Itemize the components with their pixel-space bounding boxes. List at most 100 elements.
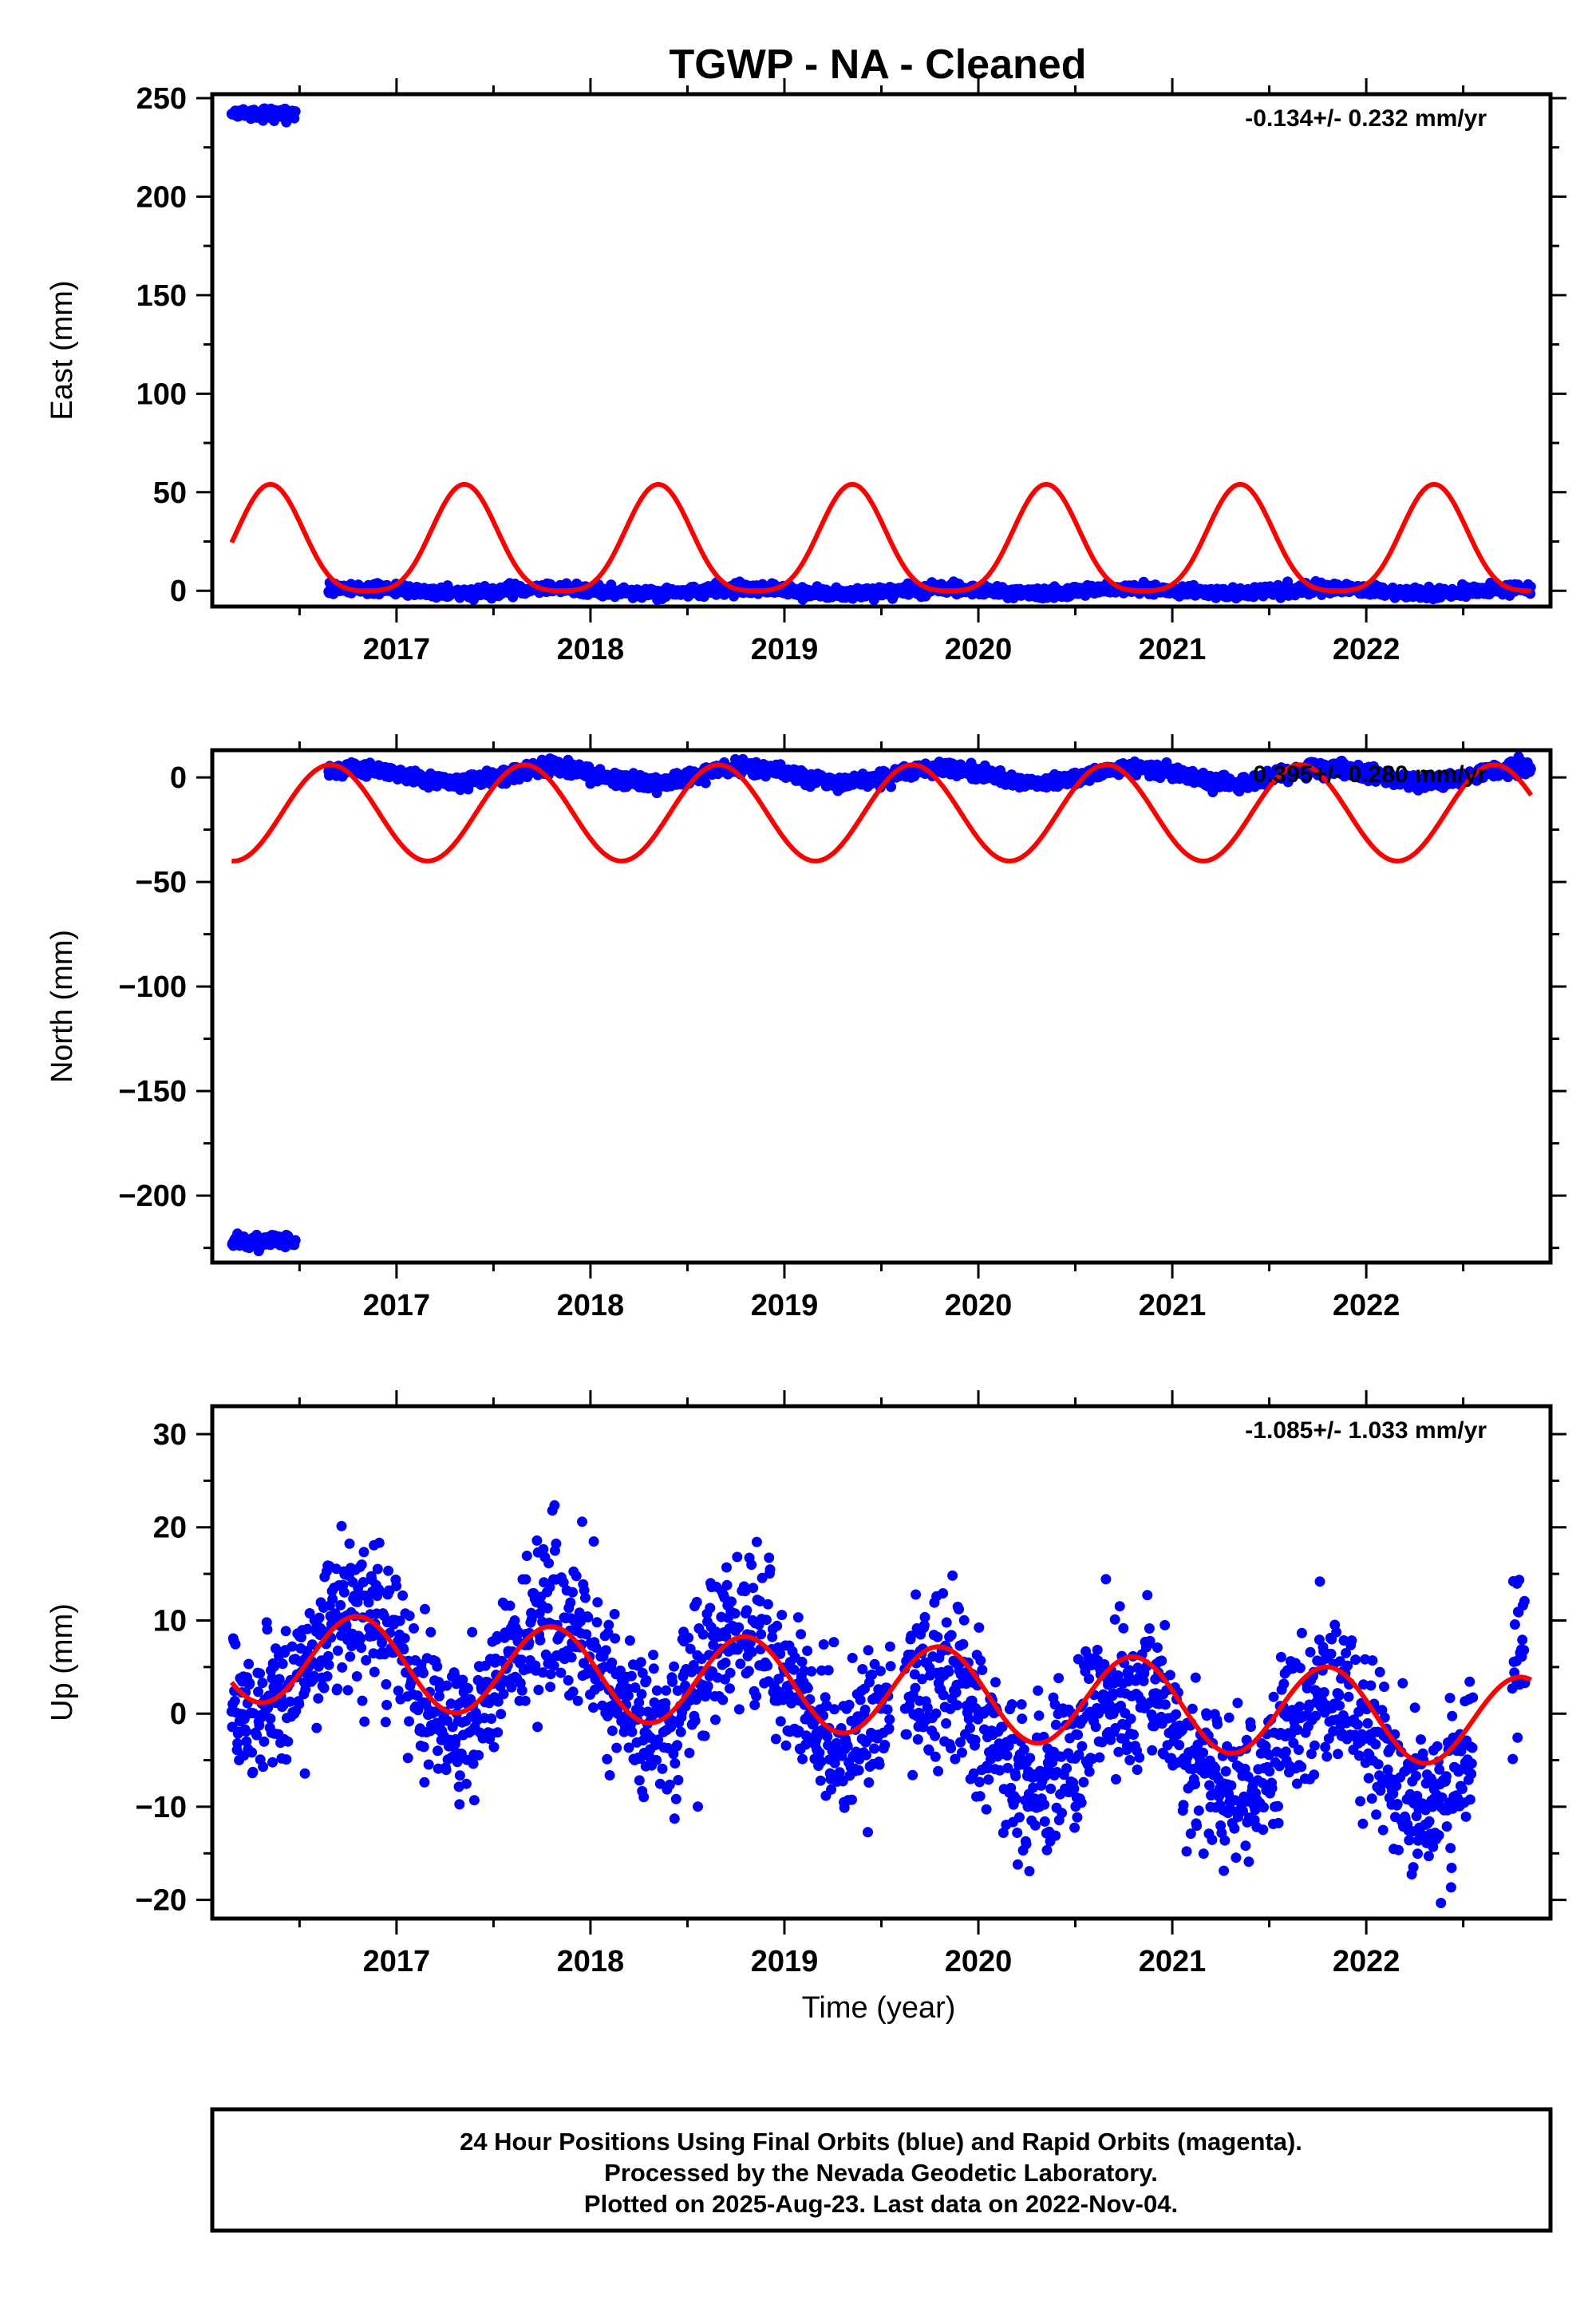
data-point	[567, 1587, 578, 1598]
plot-area	[226, 1500, 1533, 1919]
x-tick-label: 2018	[557, 1289, 625, 1322]
plot-area	[227, 751, 1536, 1257]
y-tick-label: 0	[170, 761, 187, 795]
data-point	[286, 1641, 298, 1652]
x-tick-label: 2020	[945, 1289, 1013, 1322]
data-point	[1525, 763, 1536, 774]
data-point	[519, 1695, 531, 1706]
x-tick-label: 2018	[557, 1945, 625, 1978]
data-point	[358, 1547, 369, 1558]
x-tick-label: 2017	[363, 1945, 431, 1978]
data-point	[281, 1754, 292, 1765]
data-point	[255, 1668, 266, 1679]
data-point	[492, 1696, 504, 1707]
data-point	[269, 1661, 279, 1672]
data-point	[543, 1558, 555, 1569]
data-point	[567, 1686, 579, 1697]
x-tick-label: 2020	[945, 1945, 1013, 1978]
data-point	[558, 1577, 569, 1588]
data-point	[363, 1597, 374, 1608]
data-point	[306, 1639, 318, 1650]
data-point	[397, 1590, 409, 1601]
data-point	[369, 1666, 380, 1678]
data-point	[454, 1799, 465, 1810]
x-tick-label: 2020	[945, 633, 1013, 666]
x-tick-label: 2021	[1139, 633, 1207, 666]
data-point	[259, 1736, 270, 1747]
data-point	[468, 1795, 480, 1806]
y-tick-label: 250	[136, 82, 187, 116]
data-point	[441, 1680, 452, 1691]
data-point	[359, 1716, 370, 1727]
data-point	[229, 1695, 240, 1706]
data-point	[265, 1713, 276, 1724]
data-point	[548, 1660, 559, 1671]
plot-area	[226, 103, 1536, 606]
y-tick-label: 200	[136, 180, 187, 214]
data-point	[488, 1741, 500, 1753]
data-point	[262, 1624, 273, 1635]
data-point	[418, 1667, 429, 1678]
y-tick-label: −10	[136, 1791, 187, 1824]
data-point	[516, 1685, 527, 1696]
data-point	[420, 1603, 430, 1614]
data-point	[545, 1669, 556, 1680]
y-tick-label: 0	[170, 1697, 187, 1731]
data-point	[429, 1706, 440, 1717]
data-point	[302, 1623, 313, 1634]
data-point	[526, 1614, 537, 1625]
data-point	[651, 788, 662, 799]
data-point	[357, 1695, 368, 1706]
data-point	[322, 1650, 334, 1662]
data-point	[244, 1678, 255, 1689]
data-point	[327, 1594, 338, 1605]
data-point	[313, 1693, 324, 1704]
data-point	[383, 1565, 394, 1576]
y-axis-label: North (mm)	[45, 930, 79, 1083]
data-point	[241, 1736, 252, 1747]
data-points	[226, 1500, 1531, 1919]
data-point	[358, 1577, 369, 1587]
plot-frame	[210, 748, 1553, 1265]
x-tick-label: 2018	[557, 633, 625, 666]
data-point	[254, 1720, 265, 1731]
x-tick-label: 2019	[751, 1289, 819, 1322]
data-point	[425, 1626, 437, 1638]
data-point	[504, 1600, 516, 1611]
data-point	[700, 777, 711, 788]
x-tick-label: 2019	[751, 633, 819, 666]
data-point	[538, 1543, 549, 1555]
data-point	[432, 1661, 443, 1672]
data-point	[440, 1765, 452, 1776]
y-tick-label: 30	[153, 1418, 187, 1452]
data-point	[263, 1702, 274, 1713]
data-point	[356, 1642, 367, 1654]
plot-frame	[210, 92, 1553, 609]
velocity-annotation: -0.134+/- 0.232 mm/yr	[1245, 105, 1487, 132]
data-point	[253, 1686, 264, 1697]
data-point	[549, 1500, 560, 1511]
data-point	[394, 1615, 405, 1626]
data-point	[335, 1599, 346, 1611]
y-tick-label: −100	[118, 970, 187, 1004]
data-point	[473, 1749, 484, 1761]
data-point	[521, 1551, 532, 1561]
data-point	[520, 1574, 531, 1585]
data-point	[555, 1667, 567, 1678]
data-point	[361, 1654, 372, 1666]
data-point	[535, 1634, 546, 1646]
data-point	[282, 1736, 294, 1747]
data-point	[563, 1675, 574, 1686]
x-tick-label: 2017	[363, 1289, 431, 1322]
y-tick-label: 100	[136, 377, 187, 411]
data-point	[300, 1684, 311, 1695]
data-point	[322, 1671, 333, 1682]
data-point	[342, 1685, 354, 1696]
y-tick-label: −50	[136, 866, 187, 899]
velocity-annotation: 0.395+/- 0.280 mm/yr	[1253, 761, 1487, 788]
data-point	[323, 1659, 334, 1670]
data-point	[886, 781, 896, 792]
tick-marks	[196, 78, 1566, 622]
data-point	[346, 1641, 358, 1651]
data-point	[344, 1538, 355, 1549]
